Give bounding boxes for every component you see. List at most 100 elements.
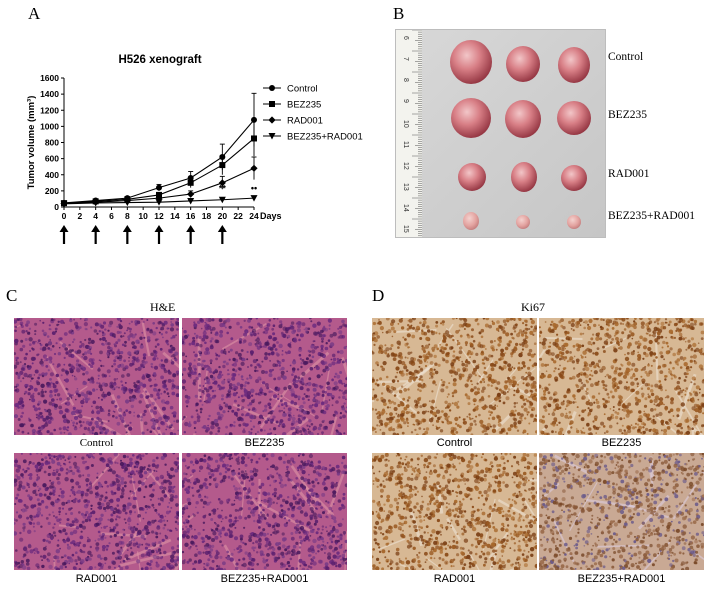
ruler-number: 10 [402, 120, 409, 128]
tumor-combo-3 [567, 215, 581, 229]
series-control [61, 92, 257, 206]
ki67-image-rad001 [372, 453, 537, 570]
x-tick-label: 16 [186, 211, 196, 221]
dosing-arrow [122, 225, 132, 244]
data-point-bez235-rad001 [218, 196, 226, 204]
tumor-bez235-2 [505, 100, 541, 138]
y-tick-label: 200 [45, 186, 59, 196]
tumor-rad001-2 [511, 162, 537, 192]
x-tick-label: 6 [109, 211, 114, 221]
data-point-rad001 [250, 164, 258, 172]
y-axis-label: Tumor volume (mm³) [26, 96, 37, 190]
data-point-control [156, 184, 162, 191]
data-point-bez235-rad001 [123, 199, 131, 207]
x-tick-label: 18 [202, 211, 212, 221]
ki67-image-control [372, 318, 537, 435]
data-point-bez235-rad001 [187, 197, 195, 205]
y-tick-label: 1200 [40, 105, 59, 115]
y-tick-label: 800 [45, 138, 59, 148]
photo-label-control: Control [608, 51, 644, 63]
he-title: H&E [150, 300, 176, 314]
he-caption-bez235: BEZ235 [244, 437, 285, 449]
tumor-volume-chart: H526 xenograft02004006008001000120014001… [26, 54, 363, 244]
panel-letter-b: B [393, 4, 405, 23]
y-tick-label: 1400 [40, 89, 59, 99]
he-caption-control: Control [79, 437, 114, 449]
tumor-bez235-1 [451, 98, 491, 138]
he-caption-rad001: RAD001 [75, 573, 118, 585]
x-tick-label: 20 [218, 211, 228, 221]
x-tick-label: 10 [138, 211, 148, 221]
y-tick-label: 0 [54, 202, 59, 212]
tumor-control-3 [558, 47, 590, 83]
photo-label-rad001: RAD001 [608, 168, 650, 180]
data-point-bez235-rad001 [155, 199, 163, 206]
ruler-number: 13 [402, 183, 409, 191]
ruler-number: 15 [402, 225, 409, 233]
panel-letter-d: D [372, 286, 385, 305]
tumor-rad001-3 [561, 165, 587, 191]
tumor-control-1 [450, 40, 492, 84]
legend-marker-rad001 [268, 116, 276, 124]
ruler-number: 6 [402, 36, 409, 40]
chart-legend: Control BEZ235 RAD001 BEZ235+RAD001 [263, 84, 363, 143]
x-tick-label: 22 [233, 211, 243, 221]
ruler-number: 11 [402, 141, 409, 148]
ki67-caption-bez235: BEZ235 [601, 437, 642, 449]
data-point-control [251, 116, 257, 123]
x-tick-label: 4 [93, 211, 98, 221]
x-tick-label: 14 [170, 211, 180, 221]
x-tick-label: 0 [62, 211, 67, 221]
ruler-number: 14 [402, 204, 409, 212]
y-tick-label: 600 [45, 154, 59, 164]
ruler-numbers: 6 7 8 9 10 11 12 13 14 15 [402, 36, 409, 233]
legend-label-bez235: BEZ235 [287, 100, 321, 111]
legend-marker-bez235 [269, 101, 275, 107]
data-point-bez235 [187, 179, 194, 186]
legend-marker-bez235-rad001 [268, 133, 276, 140]
ki67-caption-rad001: RAD001 [433, 573, 476, 585]
significance-mark: ** [219, 184, 227, 194]
ruler [396, 30, 422, 237]
he-image-rad001 [14, 453, 179, 570]
x-tick-label: 24 [249, 211, 259, 221]
x-tick-label: 2 [77, 211, 82, 221]
legend-label-rad001: RAD001 [287, 116, 323, 127]
data-point-bez235-rad001 [60, 200, 68, 208]
he-caption-combo: BEZ235+RAD001 [220, 573, 309, 585]
ruler-number: 12 [402, 162, 409, 170]
tumor-combo-1 [463, 212, 479, 230]
series-bez235 [61, 120, 257, 207]
ki67-caption-control: Control [436, 437, 473, 449]
data-point-bez235-rad001 [250, 195, 258, 202]
photo-label-bez235: BEZ235 [608, 109, 647, 121]
he-image-combo [182, 453, 347, 570]
y-tick-label: 1000 [40, 121, 59, 131]
data-point-bez235 [219, 162, 226, 169]
tumor-combo-2 [516, 215, 530, 229]
x-axis-label: Days [260, 211, 282, 221]
y-tick-label: 400 [45, 170, 59, 180]
he-image-bez235 [182, 318, 347, 435]
dosing-arrow [217, 225, 227, 244]
tumor-photo: 6 7 8 9 10 11 12 13 14 15 [395, 29, 606, 238]
panel-letter-a: A [28, 4, 41, 23]
photo-label-combo: BEZ235+RAD001 [608, 210, 695, 222]
ki67-image-bez235 [539, 318, 704, 435]
he-image-control [14, 318, 179, 435]
tumor-rad001-1 [458, 163, 486, 191]
ruler-ticks [412, 29, 422, 237]
ruler-number: 9 [402, 99, 409, 103]
data-point-rad001 [187, 190, 195, 198]
ki67-caption-combo: BEZ235+RAD001 [577, 573, 666, 585]
x-tick-label: 12 [154, 211, 164, 221]
dosing-arrow [154, 225, 164, 244]
data-point-rad001 [218, 179, 226, 187]
dosing-arrow [186, 225, 196, 244]
series-bez235-rad001 [60, 195, 258, 208]
legend-marker-control [269, 85, 275, 91]
ki67-image-combo [539, 453, 704, 570]
ki67-title: Ki67 [521, 300, 545, 314]
tumor-bez235-3 [557, 101, 591, 135]
tumor-control-2 [506, 46, 540, 82]
